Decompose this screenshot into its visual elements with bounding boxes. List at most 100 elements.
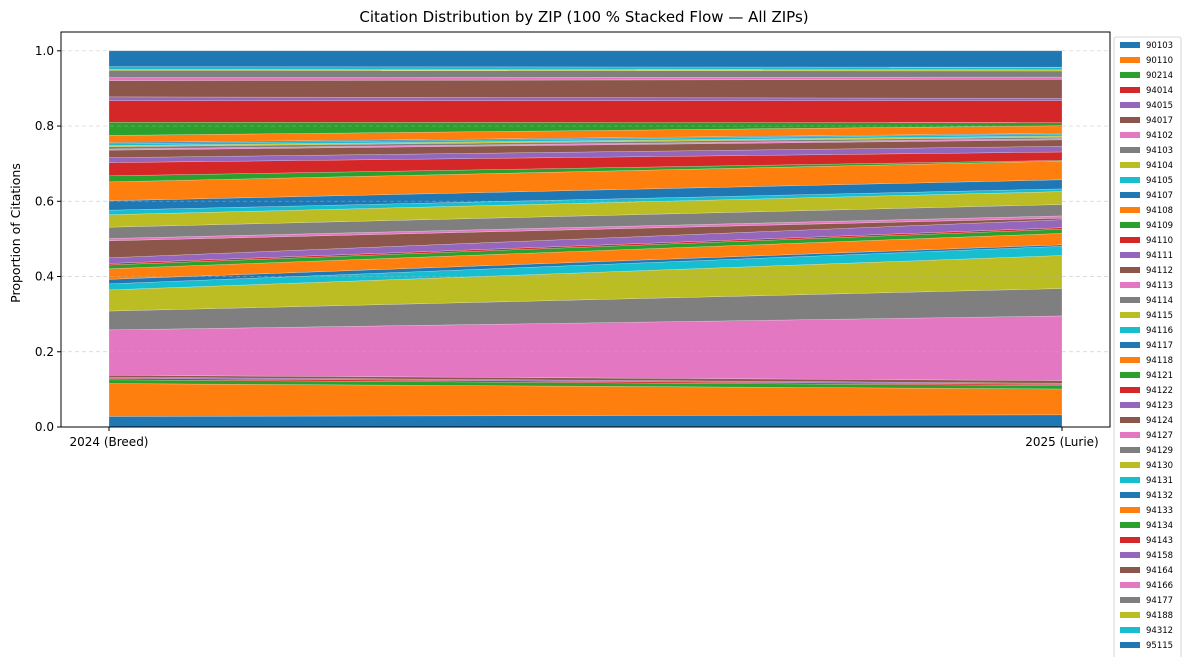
x-tick-label: 2025 (Lurie) bbox=[1025, 435, 1098, 449]
legend-swatch bbox=[1120, 537, 1140, 543]
area-90110 bbox=[108, 383, 1063, 417]
plot-frame bbox=[60, 31, 1111, 428]
legend-swatch bbox=[1120, 282, 1140, 288]
legend-swatch bbox=[1120, 327, 1140, 333]
area-94143 bbox=[108, 100, 1063, 123]
legend-label: 90110 bbox=[1146, 56, 1173, 66]
legend-swatch bbox=[1120, 42, 1140, 48]
legend-label: 94127 bbox=[1146, 431, 1173, 441]
legend-label: 94112 bbox=[1146, 266, 1173, 276]
legend-label: 94103 bbox=[1146, 146, 1173, 156]
legend-swatch bbox=[1120, 222, 1140, 228]
legend-swatch bbox=[1120, 552, 1140, 558]
legend-label: 94134 bbox=[1146, 521, 1173, 531]
y-axis-label: Proportion of Citations bbox=[8, 163, 23, 303]
legend-label: 94122 bbox=[1146, 386, 1173, 396]
legend-label: 94312 bbox=[1146, 626, 1173, 636]
legend-label: 94102 bbox=[1146, 131, 1173, 141]
y-tick-label: 1.0 bbox=[35, 44, 54, 58]
legend-label: 94188 bbox=[1146, 611, 1173, 621]
legend-label: 94132 bbox=[1146, 491, 1173, 501]
legend-swatch bbox=[1120, 177, 1140, 183]
legend-swatch bbox=[1120, 492, 1140, 498]
legend-label: 94123 bbox=[1146, 401, 1173, 411]
legend-swatch bbox=[1120, 627, 1140, 633]
legend-label: 90103 bbox=[1146, 41, 1173, 51]
legend-label: 94117 bbox=[1146, 341, 1173, 351]
legend-label: 94124 bbox=[1146, 416, 1173, 426]
legend-label: 94177 bbox=[1146, 596, 1173, 606]
area-94177 bbox=[108, 70, 1063, 78]
stacked-areas bbox=[108, 50, 1063, 428]
legend-swatch bbox=[1120, 387, 1140, 393]
legend-swatch bbox=[1120, 342, 1140, 348]
y-axis: 0.0 0.2 0.4 0.6 0.8 1.0 bbox=[35, 44, 61, 434]
y-tick-label: 0.0 bbox=[35, 420, 54, 434]
x-tick-label: 2024 (Breed) bbox=[69, 435, 148, 449]
y-tick-label: 0.6 bbox=[35, 194, 54, 208]
legend-swatch bbox=[1120, 642, 1140, 648]
legend-label: 94118 bbox=[1146, 356, 1173, 366]
legend-swatch bbox=[1120, 462, 1140, 468]
legend-label: 94133 bbox=[1146, 506, 1173, 516]
legend-label: 94110 bbox=[1146, 236, 1173, 246]
legend-label: 95115 bbox=[1146, 641, 1173, 651]
legend-swatch bbox=[1120, 252, 1140, 258]
legend: 90103 90110 90214 94014 94015 94017 94102 94103… bbox=[1113, 36, 1182, 657]
legend-swatch bbox=[1120, 582, 1140, 588]
legend-swatch bbox=[1120, 597, 1140, 603]
legend-swatch bbox=[1120, 147, 1140, 153]
legend-label: 94108 bbox=[1146, 206, 1173, 216]
legend-swatch bbox=[1120, 417, 1140, 423]
legend-label: 94143 bbox=[1146, 536, 1173, 546]
legend-label: 94107 bbox=[1146, 191, 1173, 201]
legend-label: 94109 bbox=[1146, 221, 1173, 231]
legend-label: 94129 bbox=[1146, 446, 1173, 456]
y-tick-label: 0.4 bbox=[35, 270, 54, 284]
legend-label: 94116 bbox=[1146, 326, 1173, 336]
legend-label: 94164 bbox=[1146, 566, 1173, 576]
legend-label: 94131 bbox=[1146, 476, 1173, 486]
legend-swatch bbox=[1120, 507, 1140, 513]
legend-swatch bbox=[1120, 132, 1140, 138]
legend-swatch bbox=[1120, 297, 1140, 303]
chart-title: Citation Distribution by ZIP (100 % Stac… bbox=[359, 8, 808, 26]
legend-label: 94158 bbox=[1146, 551, 1173, 561]
legend-swatch bbox=[1120, 117, 1140, 123]
legend-label: 94015 bbox=[1146, 101, 1173, 111]
legend-label: 94111 bbox=[1146, 251, 1173, 261]
legend-swatch bbox=[1120, 567, 1140, 573]
legend-swatch bbox=[1120, 612, 1140, 618]
legend-label: 94105 bbox=[1146, 176, 1173, 186]
legend-swatch bbox=[1120, 447, 1140, 453]
y-tick-label: 0.2 bbox=[35, 345, 54, 359]
legend-swatch bbox=[1120, 372, 1140, 378]
legend-swatch bbox=[1120, 87, 1140, 93]
x-axis: 2024 (Breed) 2025 (Lurie) bbox=[69, 427, 1099, 449]
y-tick-label: 0.8 bbox=[35, 119, 54, 133]
legend-label: 94014 bbox=[1146, 86, 1173, 96]
legend-label: 94113 bbox=[1146, 281, 1173, 291]
legend-swatch bbox=[1120, 477, 1140, 483]
legend-swatch bbox=[1120, 432, 1140, 438]
legend-swatch bbox=[1120, 102, 1140, 108]
legend-swatch bbox=[1120, 57, 1140, 63]
legend-label: 94115 bbox=[1146, 311, 1173, 321]
legend-swatch bbox=[1120, 312, 1140, 318]
area-95115 bbox=[108, 50, 1063, 68]
legend-label: 94104 bbox=[1146, 161, 1173, 171]
legend-swatch bbox=[1120, 72, 1140, 78]
legend-swatch bbox=[1120, 402, 1140, 408]
legend-label: 90214 bbox=[1146, 71, 1173, 81]
legend-swatch bbox=[1120, 207, 1140, 213]
legend-swatch bbox=[1120, 357, 1140, 363]
area-90103 bbox=[108, 414, 1063, 428]
area-94164 bbox=[108, 79, 1063, 99]
legend-swatch bbox=[1120, 237, 1140, 243]
legend-swatch bbox=[1120, 192, 1140, 198]
legend-label: 94166 bbox=[1146, 581, 1173, 591]
legend-swatch bbox=[1120, 267, 1140, 273]
legend-label: 94017 bbox=[1146, 116, 1173, 126]
legend-swatch bbox=[1120, 162, 1140, 168]
legend-label: 94121 bbox=[1146, 371, 1173, 381]
